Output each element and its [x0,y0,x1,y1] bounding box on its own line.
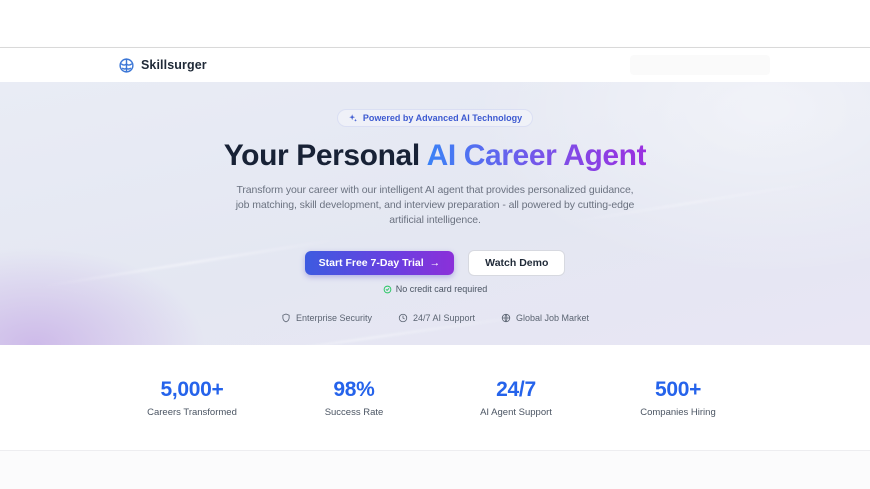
start-trial-label: Start Free 7-Day Trial [318,257,424,269]
stat-companies-hiring: 500+ Companies Hiring [597,378,759,418]
bottom-strip [0,451,870,489]
hero-section: Powered by Advanced AI Technology Your P… [0,82,870,345]
site-header: Skillsurger [0,48,870,82]
header-ghost-placeholder [630,55,770,75]
brand-name: Skillsurger [141,58,207,72]
hero-description: Transform your career with our intellige… [235,184,635,226]
stat-agent-support: 24/7 AI Agent Support [435,378,597,418]
trust-item-label: Enterprise Security [295,313,372,323]
trust-item-label: Global Job Market [516,313,590,323]
trust-item-global-job-market: Global Job Market [501,313,589,323]
clock-icon [398,313,408,323]
sparkles-icon [349,114,357,122]
watch-demo-button[interactable]: Watch Demo [468,250,566,276]
brand-logo[interactable]: Skillsurger [118,57,207,74]
stats-section: 5,000+ Careers Transformed 98% Success R… [0,345,870,450]
stat-label: Companies Hiring [640,406,716,418]
credit-note: No credit card required [383,284,488,294]
section-divider [0,450,870,451]
credit-note-label: No credit card required [395,284,488,294]
trust-item-label: 24/7 AI Support [412,313,476,323]
stat-label: Careers Transformed [147,406,237,418]
shield-icon [282,313,290,323]
hero-content: Powered by Advanced AI Technology Your P… [0,82,870,345]
trust-item-ai-support: 24/7 AI Support [398,313,475,323]
trust-item-enterprise-security: Enterprise Security [281,313,372,323]
stat-success-rate: 98% Success Rate [273,378,435,418]
page-title: Your Personal AI Career Agent [223,139,647,172]
cta-row: Start Free 7-Day Trial → Watch Demo [304,250,566,276]
title-prefix: Your Personal [223,139,420,172]
stat-value: 5,000+ [160,377,224,401]
brain-logo-icon [118,57,135,74]
stats-grid: 5,000+ Careers Transformed 98% Success R… [111,378,759,418]
stat-value: 98% [333,377,375,401]
check-circle-icon [383,285,392,293]
badge-label: Powered by Advanced AI Technology [362,113,523,123]
stat-value: 500+ [654,377,702,401]
stat-label: Success Rate [324,406,384,418]
globe-icon [501,313,511,323]
ai-technology-badge: Powered by Advanced AI Technology [336,109,534,127]
top-strip [0,0,870,47]
start-trial-button[interactable]: Start Free 7-Day Trial → [304,251,455,275]
stat-label: AI Agent Support [480,406,552,418]
trust-row: Enterprise Security 24/7 AI Support [281,313,589,323]
arrow-right-icon: → [429,257,441,269]
stat-careers-transformed: 5,000+ Careers Transformed [111,378,273,418]
stat-value: 24/7 [496,377,536,401]
title-highlight: AI Career Agent [426,139,647,172]
top-divider [0,47,870,48]
